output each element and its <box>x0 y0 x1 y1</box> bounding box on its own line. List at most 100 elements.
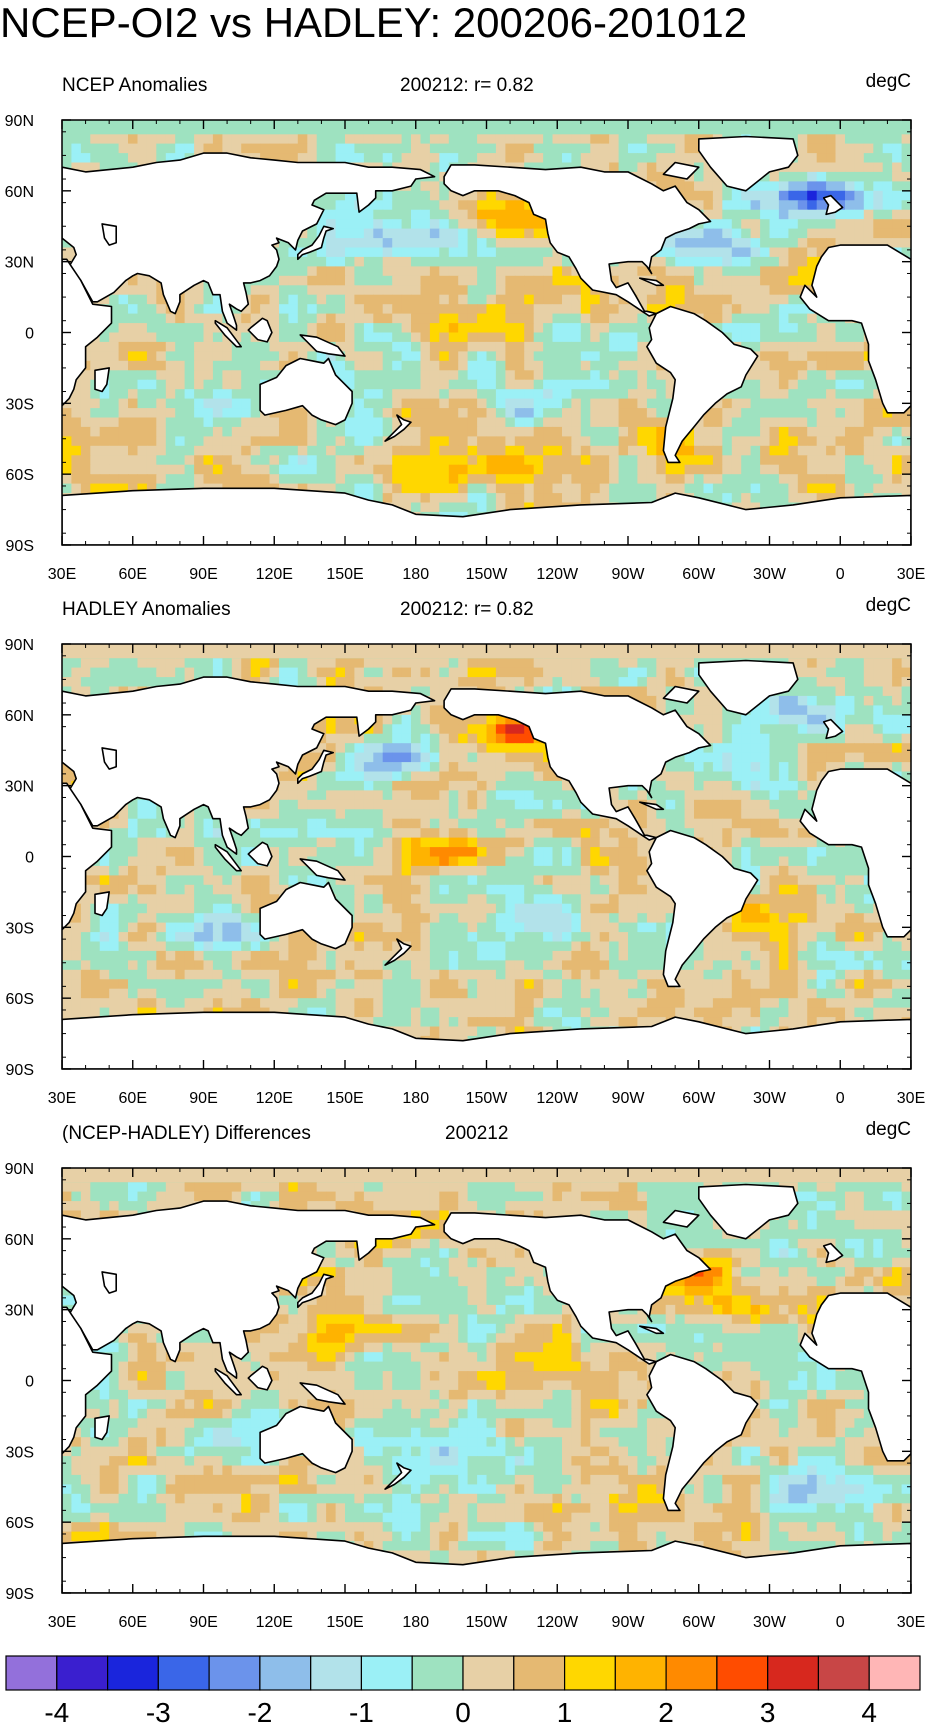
sumatra-landmass <box>214 1367 242 1396</box>
australia-landmass <box>259 1405 353 1474</box>
colorbar-swatch <box>563 1655 616 1691</box>
longitude-tick-label: 150W <box>466 1090 509 1107</box>
panel-left-label: (NCEP-HADLEY) Differences <box>62 1123 311 1144</box>
cuba-landmass <box>638 801 665 811</box>
africa-landmass <box>62 258 113 407</box>
latitude-tick-label: 0 <box>25 1374 34 1391</box>
borneo-landmass <box>247 1365 273 1391</box>
madagascar-landmass <box>94 1415 110 1441</box>
longitude-tick-label: 0 <box>836 566 845 583</box>
south-america-landmass <box>646 1353 759 1512</box>
north-america-landmass <box>443 1212 712 1365</box>
panel-center-label: 200212: r= 0.82 <box>400 599 534 620</box>
latitude-tick-label: 90S <box>6 538 34 555</box>
latitude-tick-label: 30S <box>6 396 34 413</box>
colorbar-swatch <box>310 1655 363 1691</box>
new-guinea-landmass <box>299 858 346 881</box>
sumatra-landmass <box>214 843 242 872</box>
colorbar-tick-label: -1 <box>349 1697 374 1726</box>
africa-west-landmass <box>799 1292 911 1462</box>
new-guinea-landmass <box>299 334 346 357</box>
caspian-sea <box>101 747 117 770</box>
longitude-tick-label: 120W <box>536 1614 579 1631</box>
latitude-tick-label: 60S <box>6 1515 34 1532</box>
colorbar-swatch <box>411 1655 464 1691</box>
colorbar-tick-label: 1 <box>557 1697 573 1726</box>
longitude-tick-label: 30E <box>48 1090 76 1107</box>
greenland-landmass <box>697 659 799 716</box>
longitude-tick-label: 60E <box>119 1090 147 1107</box>
longitude-tick-label: 30W <box>753 1090 787 1107</box>
longitude-tick-label: 30E <box>48 1614 76 1631</box>
longitude-tick-label: 90E <box>189 1090 217 1107</box>
longitude-tick-label: 150E <box>326 1090 363 1107</box>
baffin-landmass <box>662 1209 700 1228</box>
longitude-tick-label: 180 <box>402 566 429 583</box>
longitude-tick-label: 150W <box>466 1614 509 1631</box>
longitude-tick-label: 30E <box>897 566 925 583</box>
colorbar-tick-label: 3 <box>760 1697 776 1726</box>
caspian-sea <box>101 1271 117 1294</box>
colorbar-swatch <box>208 1655 261 1691</box>
colorbar-swatch <box>665 1655 718 1691</box>
longitude-tick-label: 120W <box>536 1090 579 1107</box>
hadley-anomalies-map-panel: HADLEY Anomalies 200212: r= 0.82 degC 90N 60… <box>5 595 926 1107</box>
latitude-tick-label: 30N <box>5 779 34 796</box>
longitude-tick-label: 60E <box>119 1614 147 1631</box>
ncep-anomalies-map-panel: NCEP Anomalies 200212: r= 0.82 degC 90N 60N 3… <box>5 71 926 583</box>
longitude-tick-label: 90E <box>189 566 217 583</box>
colorbar-tick-label: -3 <box>146 1697 171 1726</box>
panel-units-label: degC <box>866 595 911 616</box>
colorbar-tick-label: 4 <box>861 1697 877 1726</box>
eurasia-landmass <box>62 152 436 331</box>
latitude-tick-label: 30S <box>6 1444 34 1461</box>
north-america-landmass <box>443 164 712 317</box>
antarctica-landmass <box>62 1011 911 1069</box>
latitude-tick-label: 30N <box>5 255 34 272</box>
sumatra-landmass <box>214 319 242 348</box>
figure-title: NCEP-OI2 vs HADLEY: 200206-201012 <box>0 0 748 46</box>
panel-center-label: 200212 <box>445 1123 508 1144</box>
antarctica-landmass <box>62 487 911 545</box>
africa-landmass <box>62 782 113 931</box>
longitude-tick-label: 30E <box>897 1090 925 1107</box>
longitude-tick-label: 30E <box>48 566 76 583</box>
longitude-tick-label: 30W <box>753 1614 787 1631</box>
longitude-tick-label: 120E <box>256 566 293 583</box>
panel-units-label: degC <box>866 71 911 92</box>
australia-landmass <box>259 357 353 426</box>
borneo-landmass <box>247 841 273 867</box>
colorbar-swatch <box>462 1655 515 1691</box>
latitude-tick-label: 0 <box>25 850 34 867</box>
new-zealand-landmass <box>384 938 412 966</box>
colorbar-swatch <box>716 1655 769 1691</box>
borneo-landmass <box>247 317 273 343</box>
colorbar-swatch <box>614 1655 667 1691</box>
north-america-landmass <box>443 688 712 841</box>
longitude-tick-label: 120W <box>536 566 579 583</box>
longitude-tick-label: 30E <box>897 1614 925 1631</box>
new-guinea-landmass <box>299 1382 346 1405</box>
latitude-tick-label: 30S <box>6 920 34 937</box>
latitude-tick-label: 90N <box>5 1161 34 1178</box>
uk-landmass <box>822 1242 844 1264</box>
latitude-tick-label: 0 <box>25 326 34 343</box>
japan-landmass <box>296 749 335 785</box>
color-legend: -4 -3 -2 -1 0 1 2 3 4 <box>5 1655 921 1726</box>
panel-units-label: degC <box>866 1119 911 1140</box>
longitude-tick-label: 0 <box>836 1614 845 1631</box>
colorbar-swatch <box>360 1655 413 1691</box>
uk-landmass <box>822 194 844 216</box>
africa-landmass <box>62 1306 113 1455</box>
colorbar-swatch <box>767 1655 820 1691</box>
madagascar-landmass <box>94 891 110 917</box>
australia-landmass <box>259 881 353 950</box>
sst-anomaly-field <box>62 1168 911 1593</box>
eurasia-landmass <box>62 1200 436 1379</box>
panel-left-label: NCEP Anomalies <box>62 75 207 96</box>
greenland-landmass <box>697 135 799 192</box>
latitude-tick-label: 90S <box>6 1586 34 1603</box>
longitude-tick-label: 90W <box>612 1090 646 1107</box>
cuba-landmass <box>638 1325 665 1335</box>
longitude-tick-label: 90W <box>612 1614 646 1631</box>
